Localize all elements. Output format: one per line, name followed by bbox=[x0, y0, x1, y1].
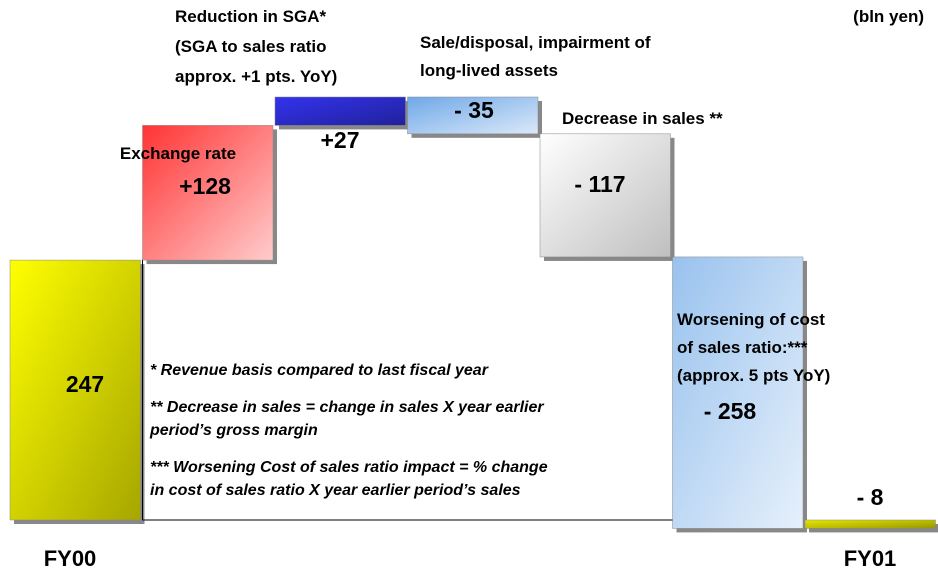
bar bbox=[9, 259, 141, 521]
unit-label: (bln yen) bbox=[853, 7, 924, 26]
bar bbox=[274, 96, 406, 126]
category-label: Reduction in SGA* (SGA to sales ratio appr… bbox=[175, 7, 337, 86]
category-label: FY00 bbox=[44, 546, 97, 571]
category-label: Decrease in sales ** bbox=[562, 109, 723, 128]
value-label: +128 bbox=[179, 173, 231, 199]
category-label: FY01 bbox=[844, 546, 897, 571]
value-label: 247 bbox=[66, 371, 104, 397]
footnote: *** Worsening Cost of sales ratio impact… bbox=[150, 459, 548, 499]
bars bbox=[9, 96, 938, 533]
bar bbox=[539, 133, 671, 258]
bar bbox=[672, 256, 804, 529]
bar bbox=[142, 125, 274, 261]
bar bbox=[804, 519, 936, 529]
bar bbox=[407, 96, 539, 135]
category-label: Worsening of cost of sales ratio:*** (appr… bbox=[677, 310, 830, 385]
value-label: +27 bbox=[320, 127, 359, 153]
value-label: - 8 bbox=[857, 484, 884, 510]
value-label: - 35 bbox=[454, 97, 494, 123]
category-label: Sale/disposal, impairment of long-lived a… bbox=[420, 33, 651, 80]
footnote: * Revenue basis compared to last fiscal … bbox=[150, 362, 489, 379]
footnote: ** Decrease in sales = change in sales X… bbox=[149, 399, 544, 439]
category-label: Exchange rate bbox=[120, 144, 236, 163]
value-label: - 258 bbox=[704, 398, 757, 424]
value-label: - 117 bbox=[574, 171, 625, 197]
